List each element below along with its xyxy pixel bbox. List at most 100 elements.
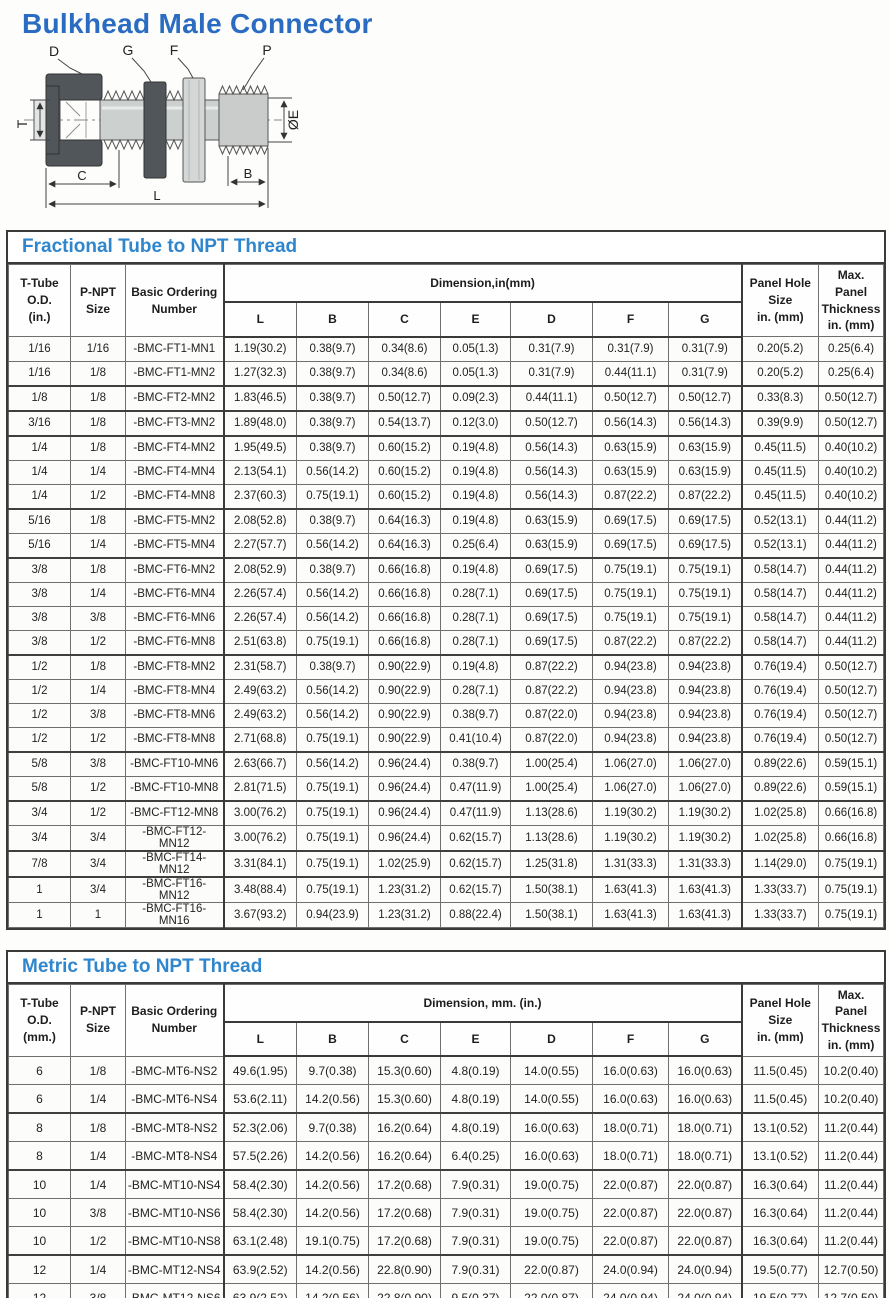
cell-ordering-number: -BMC-FT4-MN8 bbox=[125, 483, 225, 510]
cell-dim-d: 14.0(0.55) bbox=[510, 1055, 593, 1086]
cell-tube-od: 5/8 bbox=[8, 775, 71, 802]
cell-dim-l: 1.27(32.3) bbox=[223, 360, 297, 387]
cell-dim-l: 1.95(49.5) bbox=[223, 434, 297, 461]
cell-dim-e: 9.5(0.37) bbox=[440, 1283, 511, 1298]
cell-dim-e: 0.19(4.8) bbox=[440, 459, 511, 485]
cell-max-panel: 0.75(19.1) bbox=[818, 849, 884, 878]
cell-dim-b: 0.38(9.7) bbox=[296, 507, 369, 534]
cell-dim-c: 0.54(13.7) bbox=[368, 409, 441, 437]
cell-dim-g: 16.0(0.63) bbox=[667, 1055, 743, 1086]
cell-dim-g: 0.94(23.8) bbox=[667, 653, 743, 680]
cell-dim-e: 0.47(11.9) bbox=[440, 775, 511, 802]
cell-ordering-number: -BMC-FT2-MN2 bbox=[125, 384, 225, 412]
cell-max-panel: 0.66(16.8) bbox=[818, 824, 884, 852]
cell-ordering-number: -BMC-FT5-MN2 bbox=[125, 507, 225, 534]
table-row: 8 1/8 -BMC-MT8-NS2 52.3(2.06) 9.7(0.38) … bbox=[8, 1112, 884, 1143]
cell-dim-l: 3.48(88.4) bbox=[223, 875, 297, 903]
cell-dim-e: 6.4(0.25) bbox=[440, 1141, 511, 1171]
cell-tube-od: 5/16 bbox=[8, 507, 71, 534]
cell-max-panel: 12.7(0.50) bbox=[818, 1283, 884, 1298]
cell-dim-d: 0.69(17.5) bbox=[510, 629, 593, 656]
cell-dim-l: 52.3(2.06) bbox=[223, 1112, 297, 1143]
cell-dim-b: 0.94(23.9) bbox=[296, 901, 369, 928]
cell-tube-od: 1/16 bbox=[8, 360, 71, 387]
cell-dim-g: 1.06(27.0) bbox=[667, 750, 743, 777]
cell-ordering-number: -BMC-FT4-MN4 bbox=[125, 459, 225, 485]
col-header-ordering-number: Basic Ordering Number bbox=[125, 263, 225, 338]
cell-panel-hole: 0.52(13.1) bbox=[741, 507, 820, 534]
col-header-dim-f: F bbox=[592, 301, 669, 338]
metric-table-body: 6 1/8 -BMC-MT6-NS2 49.6(1.95) 9.7(0.38) … bbox=[8, 1055, 884, 1298]
cell-panel-hole: 0.20(5.2) bbox=[741, 336, 820, 362]
cell-panel-hole: 0.89(22.6) bbox=[741, 775, 820, 802]
cell-tube-od: 1 bbox=[8, 875, 71, 903]
cell-dim-f: 0.94(23.8) bbox=[592, 726, 669, 753]
cell-dim-l: 2.08(52.9) bbox=[223, 556, 297, 583]
cell-dim-b: 0.75(19.1) bbox=[296, 875, 369, 903]
table-row: 3/8 1/8 -BMC-FT6-MN2 2.08(52.9) 0.38(9.7… bbox=[8, 556, 884, 583]
cell-dim-l: 2.49(63.2) bbox=[223, 678, 297, 704]
cell-dim-g: 0.75(19.1) bbox=[667, 605, 743, 631]
cell-dim-b: 0.38(9.7) bbox=[296, 409, 369, 437]
cell-panel-hole: 0.45(11.5) bbox=[741, 434, 820, 461]
cell-dim-f: 1.31(33.3) bbox=[592, 849, 669, 878]
table-row: 1/4 1/4 -BMC-FT4-MN4 2.13(54.1) 0.56(14.… bbox=[8, 459, 884, 485]
cell-ordering-number: -BMC-FT1-MN2 bbox=[125, 360, 225, 387]
col-header-dim-g: G bbox=[667, 1021, 743, 1058]
col-header-dim-d: D bbox=[510, 301, 593, 338]
cell-tube-od: 1/4 bbox=[8, 434, 71, 461]
cell-dim-e: 0.09(2.3) bbox=[440, 384, 511, 412]
metric-table: T-Tube O.D. (mm.) P-NPT Size Basic Order… bbox=[8, 983, 884, 1298]
col-header-dim-c: C bbox=[368, 301, 441, 338]
cell-panel-hole: 0.76(19.4) bbox=[741, 702, 820, 728]
leader-f bbox=[177, 57, 194, 79]
cell-npt-size: 1/8 bbox=[70, 409, 126, 437]
cell-dim-d: 0.44(11.1) bbox=[510, 384, 593, 412]
cell-panel-hole: 0.33(8.3) bbox=[741, 384, 820, 412]
cell-npt-size: 3/8 bbox=[70, 750, 126, 777]
cell-dim-f: 0.50(12.7) bbox=[592, 384, 669, 412]
cell-dim-g: 0.56(14.3) bbox=[667, 409, 743, 437]
cell-dim-e: 0.38(9.7) bbox=[440, 702, 511, 728]
cell-max-panel: 0.50(12.7) bbox=[818, 653, 884, 680]
cell-dim-f: 0.94(23.8) bbox=[592, 653, 669, 680]
cell-dim-e: 0.28(7.1) bbox=[440, 629, 511, 656]
cell-dim-l: 1.83(46.5) bbox=[223, 384, 297, 412]
cell-dim-g: 0.94(23.8) bbox=[667, 726, 743, 753]
cell-dim-c: 0.60(15.2) bbox=[368, 434, 441, 461]
cell-dim-l: 2.26(57.4) bbox=[223, 581, 297, 607]
cell-tube-od: 3/8 bbox=[8, 605, 71, 631]
cell-ordering-number: -BMC-MT8-NS2 bbox=[125, 1112, 225, 1143]
dim-label-b: B bbox=[244, 166, 253, 181]
cell-npt-size: 1/2 bbox=[70, 775, 126, 802]
cell-dim-b: 0.56(14.2) bbox=[296, 678, 369, 704]
cell-dim-g: 0.87(22.2) bbox=[667, 483, 743, 510]
cell-panel-hole: 0.45(11.5) bbox=[741, 459, 820, 485]
cell-dim-c: 0.96(24.4) bbox=[368, 750, 441, 777]
cell-max-panel: 0.44(11.2) bbox=[818, 532, 884, 559]
table-row: 1/2 1/4 -BMC-FT8-MN4 2.49(63.2) 0.56(14.… bbox=[8, 678, 884, 704]
cell-dim-c: 0.60(15.2) bbox=[368, 459, 441, 485]
table-row: 3/4 3/4 -BMC-FT12-MN12 3.00(76.2) 0.75(1… bbox=[8, 824, 884, 852]
cell-panel-hole: 0.89(22.6) bbox=[741, 750, 820, 777]
cell-dim-c: 0.96(24.4) bbox=[368, 824, 441, 852]
cell-dim-e: 0.28(7.1) bbox=[440, 605, 511, 631]
cell-dim-f: 24.0(0.94) bbox=[592, 1254, 669, 1285]
dim-label-t: T bbox=[16, 119, 30, 128]
cell-dim-e: 0.38(9.7) bbox=[440, 750, 511, 777]
cell-dim-c: 22.8(0.90) bbox=[368, 1283, 441, 1298]
cell-dim-l: 49.6(1.95) bbox=[223, 1055, 297, 1086]
cell-tube-od: 3/8 bbox=[8, 629, 71, 656]
table-row: 10 1/2 -BMC-MT10-NS8 63.1(2.48) 19.1(0.7… bbox=[8, 1226, 884, 1256]
cell-ordering-number: -BMC-FT16-MN12 bbox=[125, 875, 225, 903]
col-header-dimension: Dimension, mm. (in.) bbox=[222, 983, 743, 1024]
cell-tube-od: 1/4 bbox=[8, 459, 71, 485]
cell-npt-size: 1/8 bbox=[70, 1055, 126, 1086]
cell-npt-size: 1/2 bbox=[70, 799, 126, 826]
cell-npt-size: 1/4 bbox=[70, 1169, 126, 1200]
cell-dim-l: 2.27(57.7) bbox=[223, 532, 297, 559]
table-row: 3/4 1/2 -BMC-FT12-MN8 3.00(76.2) 0.75(19… bbox=[8, 799, 884, 826]
table-row: 1/2 3/8 -BMC-FT8-MN6 2.49(63.2) 0.56(14.… bbox=[8, 702, 884, 728]
dim-label-g: G bbox=[123, 42, 134, 58]
cell-max-panel: 0.59(15.1) bbox=[818, 775, 884, 802]
